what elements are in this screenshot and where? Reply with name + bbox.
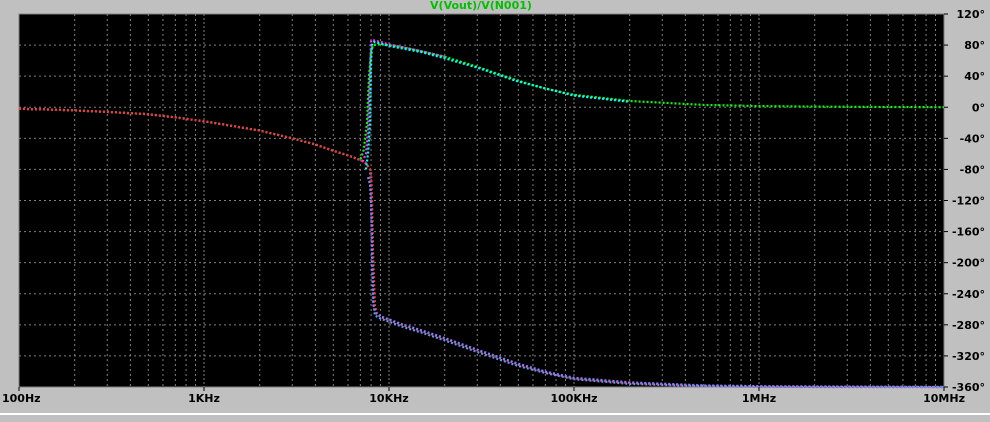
y-tick-label: 80° bbox=[964, 39, 985, 52]
x-tick-label: 100Hz bbox=[2, 392, 41, 405]
y-tick-label: -280° bbox=[952, 319, 985, 332]
series-line-6[interactable] bbox=[366, 176, 945, 389]
x-tick-label: 100KHz bbox=[550, 392, 597, 405]
x-tick-label: 1MHz bbox=[742, 392, 776, 405]
series-layer bbox=[18, 39, 945, 389]
y-tick-label: -120° bbox=[952, 195, 985, 208]
chart-title[interactable]: V(Vout)/V(N001) bbox=[430, 0, 532, 12]
x-tick-label: 1KHz bbox=[188, 392, 220, 405]
y-tick-label: -240° bbox=[952, 288, 985, 301]
y-tick-label: -80° bbox=[960, 163, 985, 176]
y-tick-label: -160° bbox=[952, 226, 985, 239]
y-tick-label: 120° bbox=[957, 8, 985, 21]
y-tick-label: -200° bbox=[952, 257, 985, 270]
y-tick-label: 0° bbox=[972, 101, 985, 114]
series-line-5[interactable] bbox=[364, 40, 630, 170]
y-axis-ticks: 120° 80° 40° 0° -40° -80° -120° -160° -200° -240°… bbox=[944, 8, 985, 394]
y-tick-label: -40° bbox=[960, 132, 985, 145]
grid-layer bbox=[18, 13, 944, 388]
x-tick-label: 10KHz bbox=[369, 392, 408, 405]
x-tick-label: 10MHz bbox=[923, 392, 965, 405]
y-tick-label: -360° bbox=[952, 381, 985, 394]
x-axis-ticks: 100Hz 1KHz 10KHz 100KHz 1MHz 10MHz bbox=[2, 387, 965, 405]
y-tick-label: -320° bbox=[952, 350, 985, 363]
y-tick-label: 40° bbox=[964, 70, 985, 83]
